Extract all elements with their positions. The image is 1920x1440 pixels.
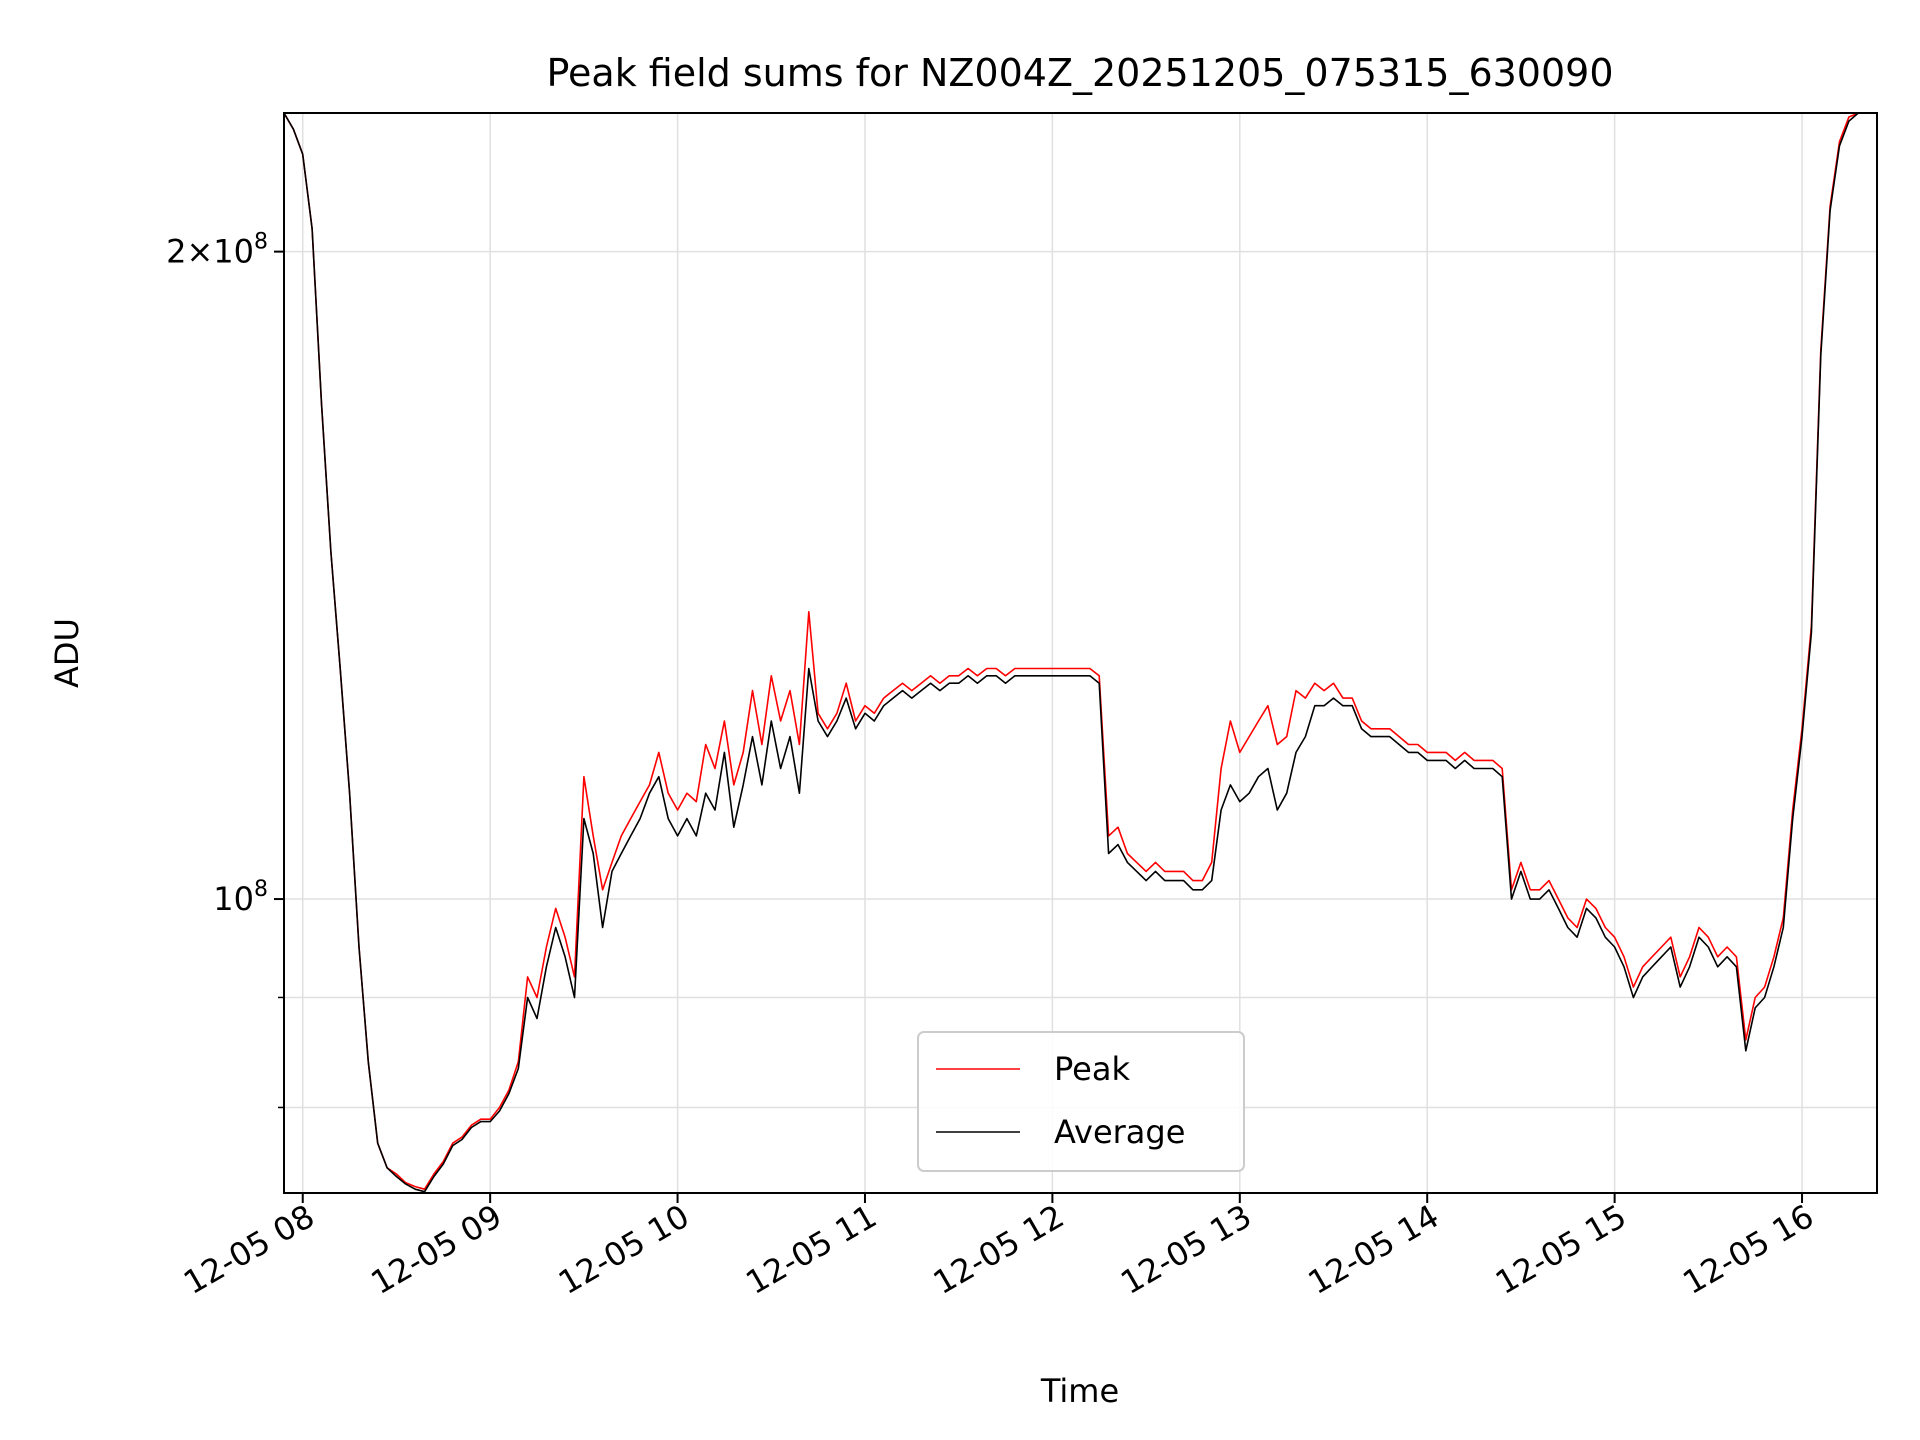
grid-lines xyxy=(284,113,1877,1193)
y-tick-exponent: 8 xyxy=(254,230,268,255)
series-lines xyxy=(284,113,1877,1193)
y-tick-label: 108 xyxy=(213,877,268,918)
y-tick-times: × xyxy=(186,233,213,271)
chart-title: Peak field sums for NZ004Z_20251205_0753… xyxy=(546,51,1613,95)
y-tick-base: 10 xyxy=(213,880,254,918)
y-tick-base: 10 xyxy=(213,233,254,271)
series-line-average xyxy=(284,113,1877,1193)
y-tick-coef: 2 xyxy=(166,233,186,271)
y-axis-label: ADU xyxy=(48,618,86,688)
y-tick-label: 2×108 xyxy=(166,230,268,271)
y-tick-exponent: 8 xyxy=(254,877,268,902)
legend-average-label: Average xyxy=(1054,1113,1185,1151)
legend-peak-label: Peak xyxy=(1054,1050,1130,1088)
legend-box xyxy=(917,1031,1245,1172)
plot-frame xyxy=(283,112,1878,1194)
legend: Peak Average xyxy=(917,1031,1245,1172)
x-axis-label: Time xyxy=(1040,1372,1119,1410)
series-line-peak xyxy=(284,113,1877,1190)
